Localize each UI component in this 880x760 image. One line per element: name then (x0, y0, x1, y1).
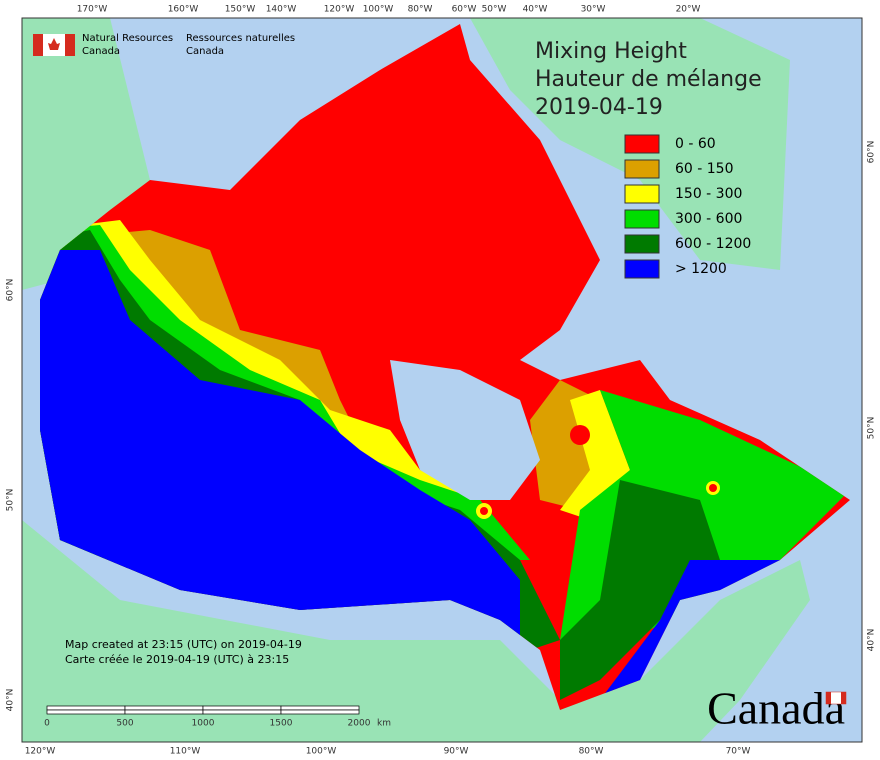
lon-label: 80°W (579, 747, 604, 757)
lon-label: 120°W (25, 747, 56, 757)
agency-fr: Canada (186, 46, 224, 57)
legend: 0 - 60 60 - 150 150 - 300 300 - 600 600 - 12… (624, 134, 751, 279)
legend-swatch (624, 184, 660, 204)
lon-label: 150°W (225, 5, 256, 15)
lon-label: 100°W (363, 5, 394, 15)
lon-label: 40°W (523, 5, 548, 15)
graticule: 170°W 160°W 150°W 140°W 120°W 100°W 80°W 60°W 50… (6, 5, 877, 757)
scale-label: 2000 (348, 719, 371, 729)
lon-label: 70°W (726, 747, 751, 757)
scale-bar: 0 500 1000 1500 2000 km (44, 705, 391, 729)
lat-label: 60°N (867, 141, 877, 164)
legend-swatch (624, 134, 660, 154)
legend-label: 150 - 300 (675, 186, 742, 202)
lat-label: 40°N (6, 689, 16, 712)
scale-segment (46, 705, 126, 711)
lat-label: 50°N (6, 489, 16, 512)
lon-label: 90°W (444, 747, 469, 757)
agency-en: Natural Resources (82, 33, 173, 44)
lon-label: 100°W (306, 747, 337, 757)
lat-label: 50°N (867, 417, 877, 440)
scale-segment (202, 705, 282, 711)
lon-label: 20°W (676, 5, 701, 15)
lon-label: 30°W (581, 5, 606, 15)
scale-unit: km (377, 719, 391, 729)
scale-segment (202, 709, 282, 715)
lon-label: 60°W (452, 5, 477, 15)
scale-label: 500 (116, 719, 133, 729)
scale-segment (124, 705, 204, 711)
legend-swatch (624, 159, 660, 179)
agency-en: Canada (82, 46, 120, 57)
lon-label: 120°W (324, 5, 355, 15)
lon-label: 140°W (266, 5, 297, 15)
scale-segment (280, 705, 360, 711)
scale-label: 1500 (270, 719, 293, 729)
legend-label: 600 - 1200 (675, 236, 751, 252)
legend-swatch (624, 259, 660, 279)
lat-label: 60°N (6, 279, 16, 302)
legend-swatch (624, 234, 660, 254)
title: Mixing Height (535, 39, 687, 64)
lon-label: 110°W (170, 747, 201, 757)
scale-segment (46, 709, 126, 715)
note: Map created at 23:15 (UTC) on 2019-04-19 (65, 638, 302, 651)
legend-label: 60 - 150 (675, 161, 734, 177)
legend-label: 0 - 60 (675, 136, 716, 152)
agency-fr: Ressources naturelles (186, 33, 295, 44)
map-area (22, 18, 862, 742)
lat-label: 40°N (867, 629, 877, 652)
legend-label: > 1200 (675, 261, 727, 277)
lon-label: 50°W (482, 5, 507, 15)
scale-segment (124, 709, 204, 715)
scale-segment (280, 709, 360, 715)
lon-label: 80°W (408, 5, 433, 15)
legend-swatch (624, 209, 660, 229)
lon-label: 160°W (168, 5, 199, 15)
legend-label: 300 - 600 (675, 211, 742, 227)
lon-label: 170°W (77, 5, 108, 15)
title: 2019-04-19 (535, 95, 663, 120)
title: Hauteur de mélange (535, 67, 762, 92)
wordmark: Canada (707, 683, 845, 734)
scale-label: 0 (44, 719, 50, 729)
scale-label: 1000 (192, 719, 215, 729)
note: Carte créée le 2019-04-19 (UTC) à 23:15 (65, 653, 289, 666)
